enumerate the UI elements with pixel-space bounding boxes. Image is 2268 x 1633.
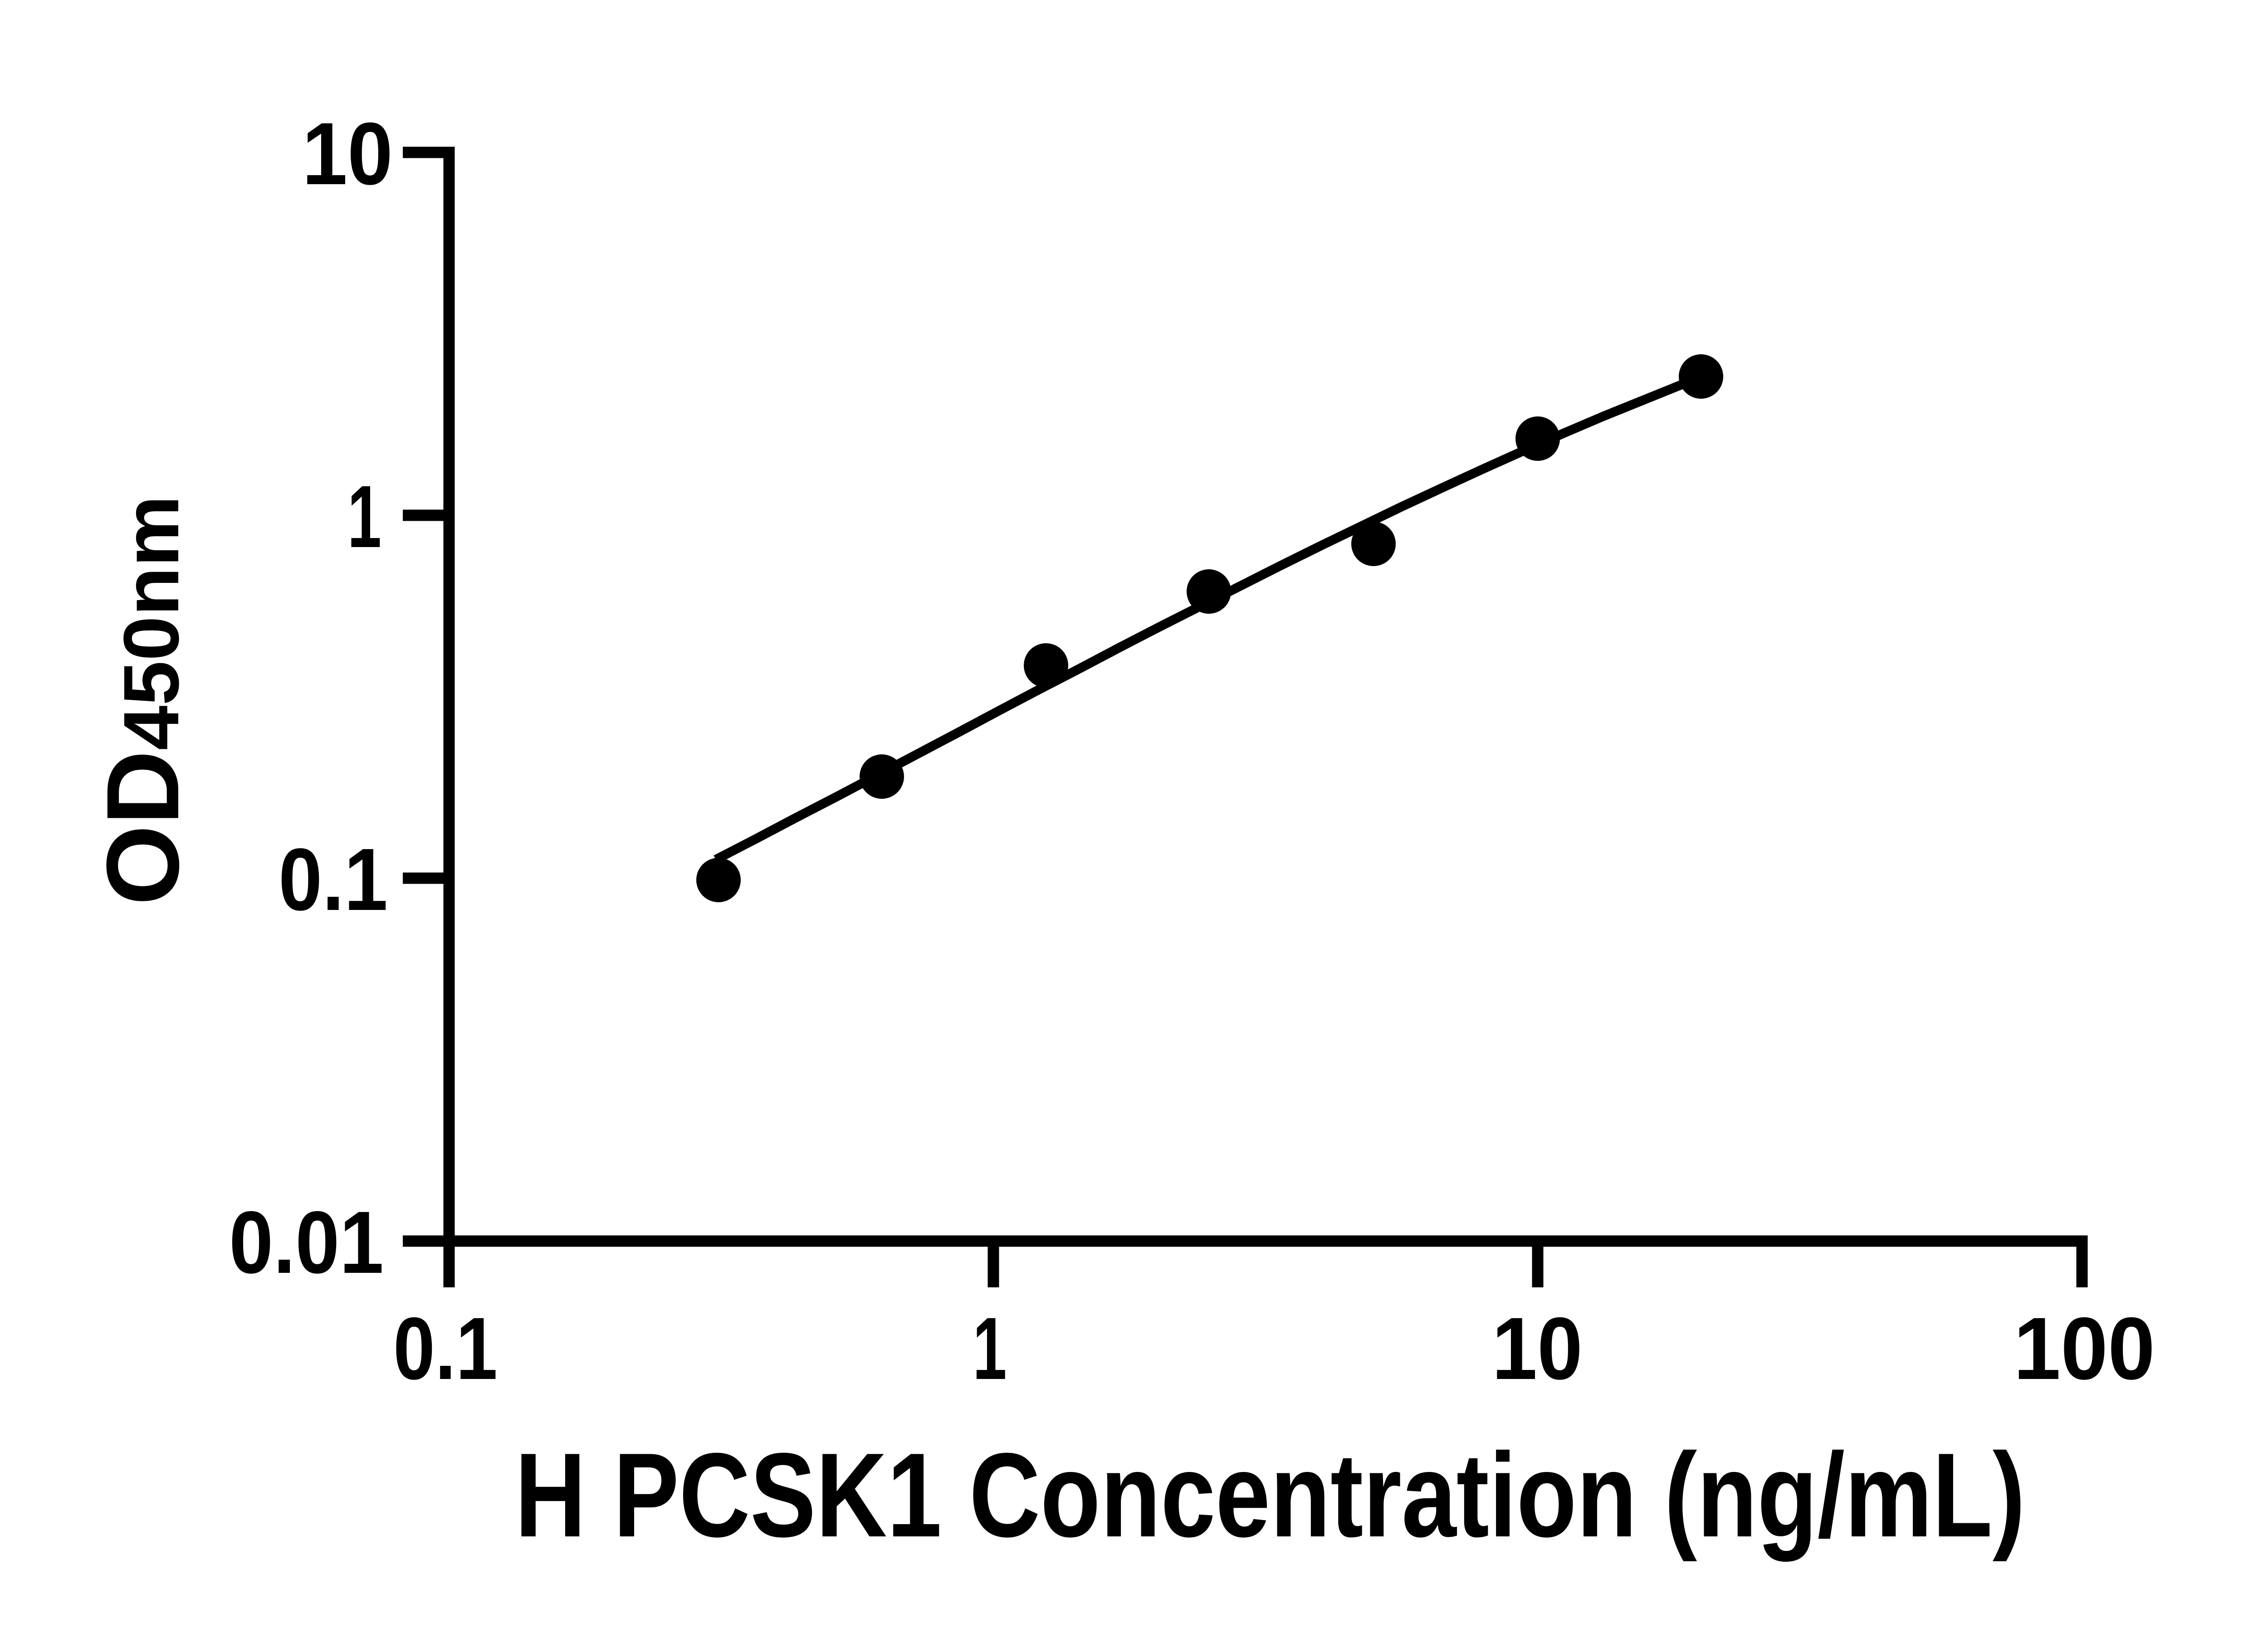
- svg-text:H PCSK1 Concentration (ng/mL): H PCSK1 Concentration (ng/mL): [515, 1428, 2025, 1563]
- svg-text:OD450nm: OD450nm: [86, 495, 200, 905]
- svg-text:10: 10: [1492, 1299, 1583, 1398]
- svg-text:1: 1: [973, 1299, 1007, 1398]
- svg-text:100: 100: [2014, 1299, 2155, 1398]
- svg-text:1: 1: [347, 467, 381, 566]
- svg-text:0.1: 0.1: [279, 830, 388, 929]
- svg-text:0.01: 0.01: [229, 1193, 384, 1292]
- svg-text:0.1: 0.1: [393, 1299, 498, 1398]
- svg-text:10: 10: [302, 104, 393, 203]
